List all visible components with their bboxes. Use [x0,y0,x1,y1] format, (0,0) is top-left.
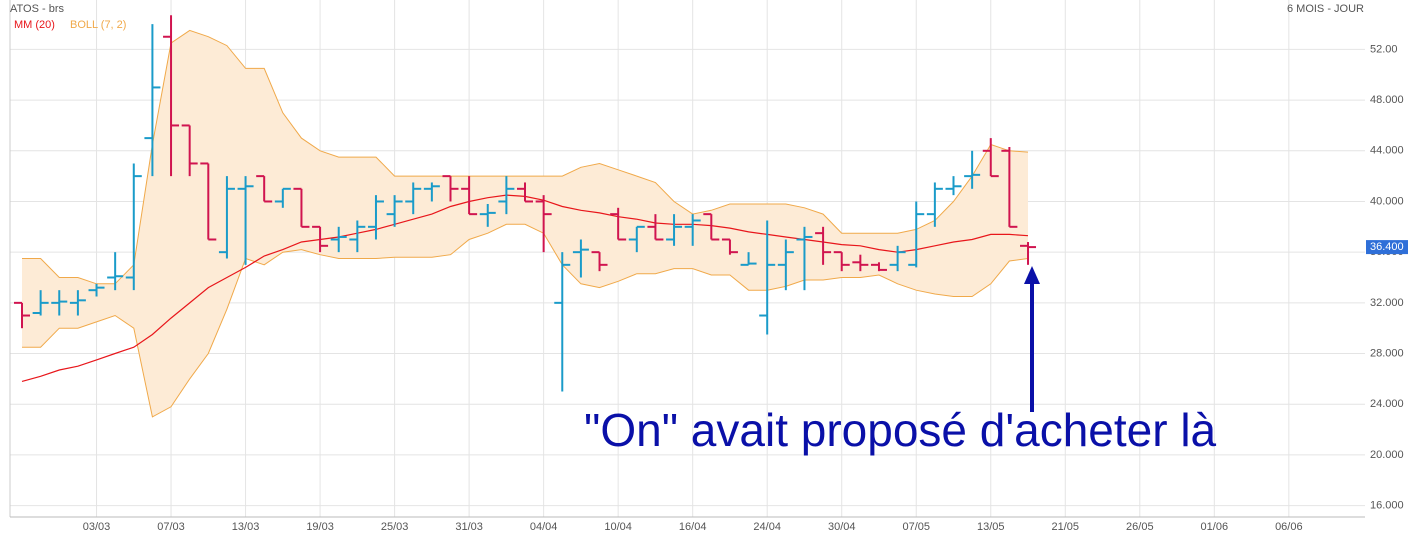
x-tick-label: 31/03 [455,521,483,533]
axes: 16.00020.00024.00028.00032.00036.00040.0… [83,43,1408,533]
x-tick-label: 13/03 [232,521,260,533]
y-tick-label: 28.000 [1370,347,1404,359]
x-tick-label: 06/06 [1275,521,1303,533]
arrow-head [1024,266,1040,284]
period: 6 MOIS - JOUR [1287,3,1364,15]
x-tick-label: 13/05 [977,521,1005,533]
y-tick-label: 24.000 [1370,398,1404,410]
x-tick-label: 24/04 [753,521,781,533]
band-upper [22,29,1029,285]
last-price-box [1366,240,1408,255]
y-tick-label: 16.000 [1370,500,1404,512]
band-fill [22,30,1028,417]
annotation: "On" avait proposé d'acheter là [584,404,1217,456]
legend-entry: MM (20) [14,19,55,31]
bars [14,15,1037,392]
y-tick-label: 52.00 [1370,43,1398,55]
x-tick-label: 07/05 [902,521,930,533]
x-tick-label: 10/04 [604,521,632,533]
y-tick-label: 48.000 [1370,94,1404,106]
x-tick-label: 26/05 [1126,521,1154,533]
x-tick-label: 03/03 [83,521,111,533]
band-lower [22,223,1029,418]
x-tick-label: 21/05 [1052,521,1080,533]
x-tick-label: 16/04 [679,521,707,533]
x-tick-label: 30/04 [828,521,856,533]
last-price-label: 36.400 [1370,241,1404,253]
bollinger [21,29,1029,418]
y-tick-label: 32.000 [1370,297,1404,309]
y-tick-label: 40.000 [1370,195,1404,207]
x-tick-label: 19/03 [306,521,334,533]
y-tick-label: 20.000 [1370,449,1404,461]
legend-entry: BOLL (7, 2) [70,19,126,31]
x-tick-label: 25/03 [381,521,409,533]
chart-title: ATOS - brs [10,3,64,15]
y-tick-label: 44.000 [1370,145,1404,157]
x-tick-label: 04/04 [530,521,558,533]
x-tick-label: 01/06 [1201,521,1229,533]
x-tick-label: 07/03 [157,521,185,533]
